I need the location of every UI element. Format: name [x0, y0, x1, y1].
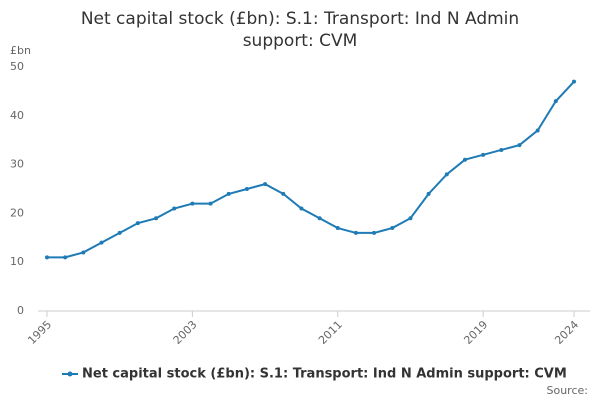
data-point: [426, 191, 431, 196]
y-tick-label: 40: [10, 109, 24, 122]
data-point: [281, 191, 286, 196]
x-tick-label: 2003: [171, 318, 200, 347]
data-point: [299, 206, 304, 211]
y-tick-label: 30: [10, 158, 24, 171]
data-point: [226, 191, 231, 196]
data-point: [117, 230, 122, 235]
y-unit: £bn: [10, 44, 31, 57]
y-tick-label: 10: [10, 255, 24, 268]
data-point: [535, 128, 540, 133]
data-point: [335, 226, 340, 231]
data-point: [99, 240, 104, 245]
data-point: [172, 206, 177, 211]
data-point: [444, 172, 449, 177]
y-tick-label: 20: [10, 206, 24, 219]
data-point: [372, 230, 377, 235]
data-point: [208, 201, 213, 206]
chart-title: Net capital stock (£bn): S.1: Transport:…: [80, 9, 520, 51]
data-point: [81, 250, 86, 255]
data-point: [462, 157, 467, 162]
data-point: [390, 226, 395, 231]
data-line: [47, 80, 575, 259]
data-point: [190, 201, 195, 206]
legend-label: Net capital stock (£bn): S.1: Transport:…: [82, 367, 567, 382]
x-tick-label: 1995: [25, 318, 54, 347]
legend-marker: [67, 371, 73, 377]
source: Source:: [547, 384, 589, 397]
data-point: [481, 152, 486, 157]
data-point: [553, 99, 558, 104]
data-point: [63, 255, 68, 260]
data-point: [154, 216, 159, 221]
data-point: [517, 143, 522, 148]
data-point: [317, 216, 322, 221]
data-point: [353, 230, 358, 235]
x-tick-label: 2011: [316, 318, 345, 347]
data-point: [408, 216, 413, 221]
x-tick-label: 2024: [552, 318, 581, 347]
data-point: [572, 79, 576, 84]
data-point: [45, 255, 49, 260]
x-tick-label: 2019: [461, 318, 490, 347]
data-point: [135, 221, 140, 226]
y-tick-label: 50: [10, 60, 24, 73]
data-point: [263, 182, 268, 187]
y-tick-label: 0: [17, 304, 24, 317]
data-point: [499, 147, 504, 152]
data-point: [244, 187, 249, 191]
